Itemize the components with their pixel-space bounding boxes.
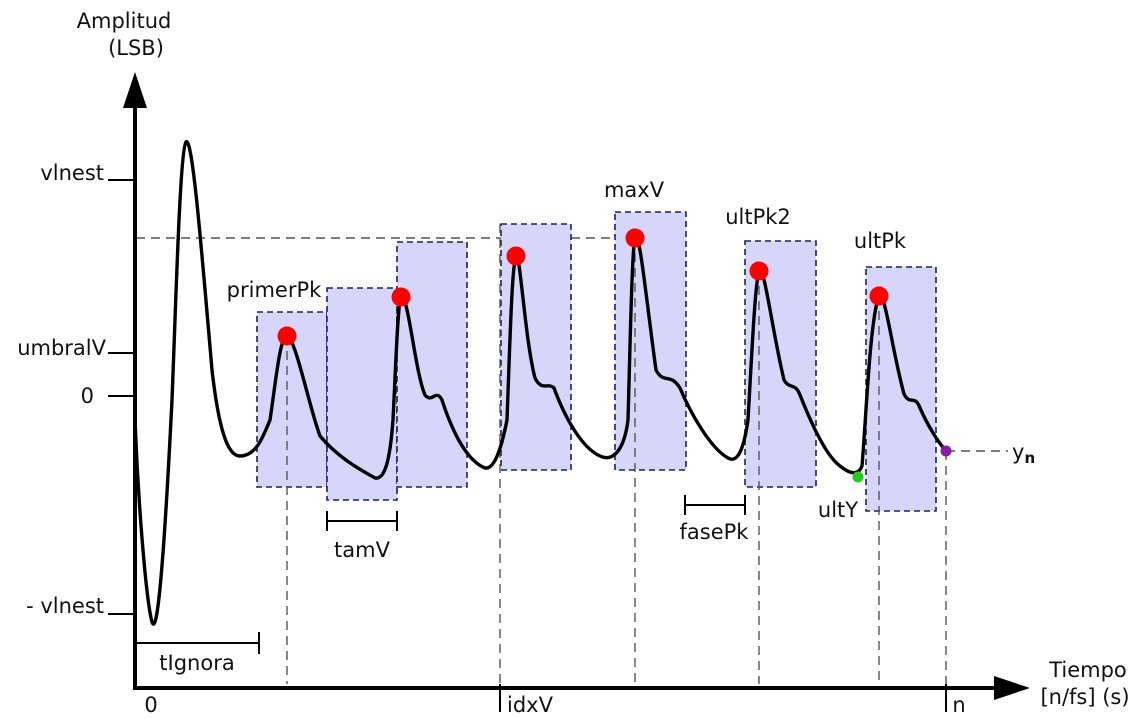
label-primer-pk: primerPk bbox=[227, 278, 322, 302]
peak-windows bbox=[256, 211, 937, 512]
peak-marker-maxv bbox=[625, 228, 645, 248]
signal-trace bbox=[133, 140, 948, 626]
label-ult-y: ultY bbox=[818, 498, 858, 522]
label-max-v: maxV bbox=[604, 178, 665, 202]
label-ult-pk: ultPk bbox=[854, 229, 907, 253]
peak-marker bbox=[391, 287, 411, 307]
x-tick-label-idxv: idxV bbox=[507, 693, 554, 717]
label-tam-v: tamV bbox=[334, 538, 391, 562]
y-axis-arrowhead bbox=[123, 72, 147, 108]
peak-window bbox=[396, 241, 468, 488]
label-y-n-subscript: n bbox=[1024, 449, 1035, 467]
label-y-n: yn bbox=[1012, 440, 1035, 467]
x-tick-label-n: n bbox=[952, 693, 965, 717]
peak-window bbox=[865, 266, 937, 512]
vertical-projection-lines bbox=[286, 224, 947, 684]
label-ult-pk2: ultPk2 bbox=[725, 205, 791, 229]
x-axis-arrowhead bbox=[994, 676, 1030, 700]
tam-v-bracket bbox=[326, 511, 398, 531]
peak-markers bbox=[277, 228, 889, 346]
y-tick-label-neg-vlnest: - vlnest bbox=[26, 594, 104, 618]
label-t-ignora: tIgnora bbox=[159, 651, 234, 675]
y-tick-label-vlnest: vlnest bbox=[40, 161, 104, 185]
peak-marker-primerpk bbox=[277, 326, 297, 346]
label-fase-pk: fasePk bbox=[680, 520, 750, 544]
label-y-n-base: y bbox=[1012, 440, 1024, 464]
y-tick-label-umbralv: umbralV bbox=[17, 336, 106, 360]
y-tick-label-zero: 0 bbox=[81, 384, 94, 408]
y-axis-title-line2: (LSB) bbox=[108, 36, 164, 60]
t-ignora-bracket bbox=[136, 632, 260, 654]
fase-pk-bracket bbox=[684, 495, 746, 515]
x-axis-title-line1: Tiempo bbox=[1048, 658, 1127, 682]
ult-y-marker bbox=[852, 471, 864, 483]
y-axis-title-line1: Amplitud bbox=[77, 9, 172, 33]
x-tick-label-zero: 0 bbox=[144, 693, 157, 717]
y-n-marker bbox=[940, 445, 952, 457]
x-axis-title-line2: [n/fs] (s) bbox=[1040, 685, 1129, 709]
peak-marker-ultpk2 bbox=[749, 261, 769, 281]
peak-marker-ultpk bbox=[869, 286, 889, 306]
peak-marker bbox=[506, 246, 526, 266]
